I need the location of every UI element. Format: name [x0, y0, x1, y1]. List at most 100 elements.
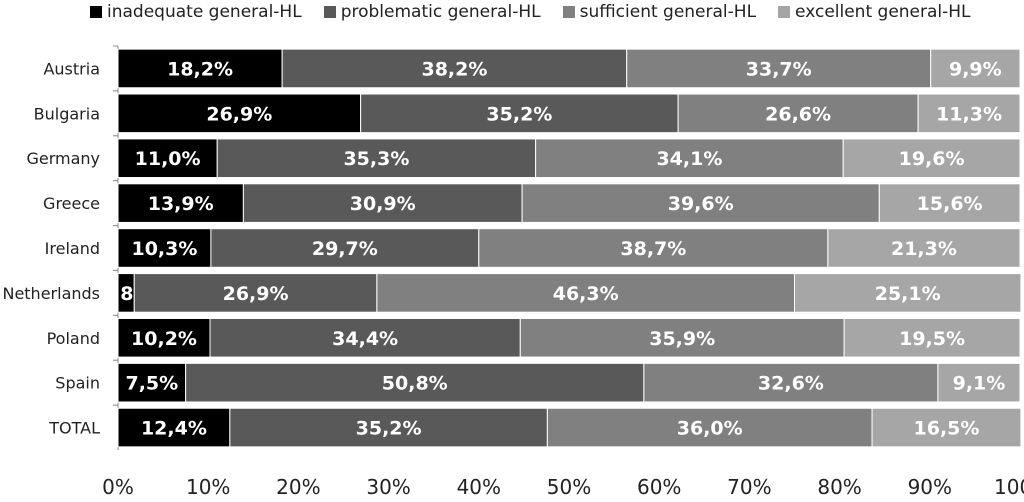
- data-label: 11,0%: [135, 148, 201, 170]
- bar-segment: [281, 48, 628, 89]
- data-label: 35,9%: [649, 328, 715, 350]
- legend-item-sufficient: sufficient general-HL: [562, 2, 757, 22]
- data-label: 33,7%: [746, 58, 812, 80]
- legend-swatch-excellent: [778, 6, 791, 18]
- data-label: 38,2%: [421, 58, 487, 80]
- data-label: 35,2%: [356, 418, 422, 440]
- data-label: 25,1%: [875, 283, 941, 305]
- x-tick-label: 0%: [102, 475, 134, 499]
- data-label: 7,5%: [125, 373, 178, 395]
- data-label: 16,5%: [914, 418, 980, 440]
- data-label: 26,6%: [765, 103, 831, 125]
- bar-segment: [878, 183, 1021, 223]
- data-label: 36,0%: [677, 418, 743, 440]
- bar-segment: [546, 407, 873, 448]
- data-label: 10,3%: [131, 238, 197, 260]
- bar-segment: [626, 48, 932, 89]
- x-tick-label: 50%: [547, 475, 591, 499]
- bar-segment: [242, 183, 523, 223]
- category-label: Poland: [47, 329, 100, 348]
- bar-segment: [521, 183, 880, 223]
- bar-segment: [794, 273, 1022, 313]
- bar-segment: [643, 362, 939, 403]
- x-tick-label: 10%: [186, 475, 230, 499]
- bar-segment: [117, 362, 187, 403]
- bar-segment: [216, 138, 537, 179]
- data-label: 11,3%: [936, 103, 1002, 125]
- data-label: 34,1%: [656, 148, 722, 170]
- category-label: Netherlands: [2, 284, 100, 303]
- data-label: 19,6%: [899, 148, 965, 170]
- bar-segment: [937, 362, 1021, 403]
- category-label: Greece: [43, 194, 100, 213]
- bar-segment: [827, 228, 1021, 268]
- data-label: 29,7%: [312, 238, 378, 260]
- x-tick-label: 100%: [994, 475, 1024, 499]
- bar-segment: [185, 362, 645, 403]
- bar-segment: [360, 93, 679, 134]
- data-label: 35,2%: [486, 103, 552, 125]
- category-label: Bulgaria: [34, 104, 100, 123]
- bar-segment: [117, 228, 212, 268]
- data-label: 18,2%: [167, 58, 233, 80]
- x-tick-label: 80%: [817, 475, 861, 499]
- legend-label-inadequate: inadequate general-HL: [107, 2, 302, 22]
- x-tick-label: 60%: [637, 475, 681, 499]
- bar-segment: [917, 93, 1021, 134]
- bar-segment: [535, 138, 844, 179]
- data-label: 10,2%: [131, 328, 197, 350]
- bar-segment: [117, 48, 283, 89]
- bar-segment: [871, 407, 1022, 448]
- data-label: 35,3%: [343, 148, 409, 170]
- legend-item-excellent: excellent general-HL: [778, 2, 971, 22]
- bar-segment: [117, 407, 231, 448]
- data-label: 21,3%: [891, 238, 957, 260]
- bar-segment: [842, 138, 1021, 179]
- data-label: 46,3%: [553, 283, 619, 305]
- data-label: 26,9%: [206, 103, 272, 125]
- legend-label-excellent: excellent general-HL: [795, 2, 971, 22]
- data-label: 38,7%: [620, 238, 686, 260]
- bar-segment: [930, 48, 1021, 89]
- category-label: TOTAL: [48, 419, 100, 438]
- x-tick-label: 30%: [366, 475, 410, 499]
- category-label: Austria: [43, 59, 100, 78]
- data-label: 9,9%: [949, 58, 1002, 80]
- data-label: 26,9%: [223, 283, 289, 305]
- x-tick-label: 40%: [457, 475, 501, 499]
- legend-label-sufficient: sufficient general-HL: [579, 2, 757, 22]
- data-label: 30,9%: [350, 193, 416, 215]
- data-label: 13,9%: [148, 193, 214, 215]
- data-label: 19,5%: [899, 328, 965, 350]
- data-label: 15,6%: [917, 193, 983, 215]
- data-label: 50,8%: [382, 373, 448, 395]
- bar-segment: [519, 317, 845, 358]
- legend-swatch-sufficient: [562, 6, 575, 18]
- chart-legend: inadequate general-HL problematic genera…: [90, 2, 993, 22]
- category-label: Ireland: [45, 239, 100, 258]
- category-label: Germany: [26, 149, 100, 168]
- data-label: 34,4%: [332, 328, 398, 350]
- legend-swatch-inadequate: [90, 6, 102, 18]
- category-label: Spain: [55, 374, 100, 393]
- bar-segment: [117, 183, 244, 223]
- bar-segment: [843, 317, 1021, 358]
- data-label: 39,6%: [668, 193, 734, 215]
- bar-segment: [376, 273, 795, 313]
- legend-item-inadequate: inadequate general-HL: [90, 2, 302, 22]
- x-tick-label: 20%: [276, 475, 320, 499]
- bar-segment: [117, 317, 211, 358]
- data-label: 12,4%: [141, 418, 207, 440]
- bar-segment: [133, 273, 378, 313]
- x-tick-label: 90%: [908, 475, 952, 499]
- bar-segment: [117, 138, 218, 179]
- data-label: 9,1%: [953, 373, 1006, 395]
- legend-label-problematic: problematic general-HL: [340, 2, 541, 22]
- legend-swatch-problematic: [323, 6, 336, 18]
- bar-segment: [117, 93, 362, 134]
- legend-item-problematic: problematic general-HL: [323, 2, 541, 22]
- bar-segment: [478, 228, 829, 268]
- data-label: 32,6%: [758, 373, 824, 395]
- x-tick-label: 70%: [727, 475, 771, 499]
